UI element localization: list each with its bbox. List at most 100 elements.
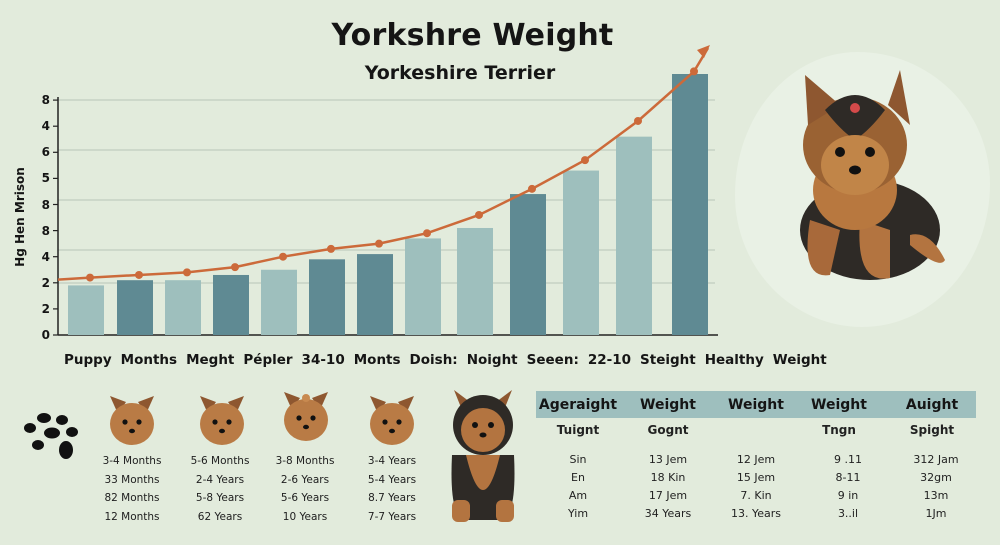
trend-point [86, 273, 94, 282]
y-tick-label: 5 [41, 171, 50, 186]
table-cell: 12 Jem [736, 453, 776, 466]
trend-point [690, 67, 698, 76]
age-caption: 2-4 Years [195, 473, 245, 486]
x-tick-label: Seeen: [526, 352, 579, 368]
bar [563, 170, 599, 335]
x-tick-label: Pépler [243, 352, 293, 368]
chart-title: Yorkshre Weight [331, 18, 614, 53]
table-cell: 1Jm [925, 507, 947, 520]
plot-area [53, 45, 718, 336]
table-cell: 7. Kin [740, 489, 772, 502]
table-cell: 13. Years [730, 507, 781, 520]
y-tick-label: 2 [41, 275, 50, 290]
x-tick-label: Healthy [704, 352, 764, 368]
table-cell: Yim [567, 507, 589, 520]
trend-point [528, 184, 536, 193]
age-caption-column: 3-4 Months 33 Months 82 Months 12 Months [96, 452, 168, 526]
table-cell: 17 Jem [648, 489, 688, 502]
bar [405, 238, 441, 335]
table-cell: 34 Years [644, 507, 692, 520]
age-caption: 5-6 Months [190, 455, 250, 467]
x-tick-label: Doish: [409, 352, 458, 368]
y-tick-label: 0 [41, 328, 50, 342]
y-tick-label: 4 [41, 119, 50, 134]
age-caption: 5-8 Years [195, 492, 245, 504]
age-caption: 62 Years [197, 510, 243, 523]
yorkie-puppy-illustration [800, 70, 945, 280]
table-header-cell: Weight [728, 396, 784, 413]
table-subheader-cell: Tuignt [556, 423, 600, 437]
y-tick-label: 8 [41, 197, 50, 212]
age-caption: 3-8 Months [275, 455, 335, 467]
weight-table: Ageraight Weight Weight Weight Auight Tuignt… [536, 391, 976, 520]
x-tick-label: 22-10 [587, 352, 632, 368]
age-caption: 2-6 Years [280, 473, 330, 486]
table-cell: En [571, 471, 585, 484]
age-caption: 8.7 Years [368, 492, 416, 504]
table-cell: 18 Kin [650, 471, 686, 484]
y-tick-label: 8 [41, 93, 50, 108]
age-caption: 5-4 Years [367, 473, 417, 486]
age-caption: 10 Years [282, 510, 328, 523]
yorkie-puppy-head-icon [110, 396, 154, 445]
table-cell: 9 in [837, 489, 859, 502]
yorkie-young-head-icon [200, 396, 244, 445]
x-tick-label: Months [120, 352, 178, 368]
y-tick-label: 8 [41, 223, 50, 238]
age-caption: 3-4 Years [367, 455, 417, 467]
table-cell: 32gm [920, 471, 952, 484]
table-cell: Am [568, 489, 588, 502]
trend-point [634, 116, 642, 125]
yorkie-adult-head-icon [370, 396, 414, 445]
x-tick-label: Monts [353, 352, 401, 368]
bar [672, 74, 708, 335]
x-tick-label: Meght [186, 352, 235, 368]
x-axis-labels: Puppy Months Meght Pépler 34-10 Monts Doish: No… [64, 352, 836, 368]
chart-subtitle: Yorkeshire Terrier [364, 62, 556, 84]
table-cell: 15 Jem [736, 471, 776, 484]
paw-print-icon [24, 413, 78, 459]
bar [68, 285, 104, 335]
age-caption: 33 Months [104, 473, 160, 486]
table-cell: 13m [923, 489, 949, 502]
bar [261, 269, 297, 335]
trend-point [475, 210, 483, 219]
y-tick-label: 2 [41, 301, 50, 316]
table-cell: 3..il [837, 507, 859, 520]
x-tick-label: Weight [772, 352, 827, 368]
table-cell: 8-11 [835, 471, 861, 484]
table-header-row: Ageraight Weight Weight Weight Auight [536, 391, 976, 418]
table-header-cell: Ageraight [538, 396, 618, 413]
age-caption: 5-6 Years [280, 492, 330, 504]
bar [357, 254, 393, 335]
x-tick-label: 34-10 [301, 352, 345, 368]
age-caption: 82 Months [104, 492, 160, 504]
x-tick-label: Noight [466, 352, 518, 368]
trend-point [375, 239, 383, 248]
age-caption-column: 3-8 Months 2-6 Years 5-6 Years 10 Years [269, 452, 341, 526]
age-caption-column: 3-4 Years 5-4 Years 8.7 Years 7-7 Years [356, 452, 428, 526]
table-cell: 9 .11 [834, 453, 862, 466]
age-caption: 3-4 Months [102, 455, 162, 467]
bar [165, 280, 201, 335]
x-tick-label: Steight [640, 352, 696, 368]
table-cell: 13 Jem [648, 453, 688, 466]
bar [457, 227, 493, 335]
x-tick-label: Puppy [64, 352, 112, 368]
age-caption: 12 Months [104, 510, 160, 523]
bar [309, 259, 345, 335]
y-tick-label: 4 [41, 249, 50, 264]
yorkie-bow-head-icon [284, 392, 328, 441]
yorkie-standing-illustration [451, 390, 515, 522]
bar [117, 280, 153, 335]
trend-point [327, 244, 335, 253]
trend-point [423, 229, 431, 238]
table-subheader-cell: Spight [909, 423, 955, 437]
age-caption: 7-7 Years [367, 510, 417, 523]
table-header-cell: Auight [905, 396, 959, 413]
bar [213, 274, 249, 335]
table-cell: 312 Jam [913, 453, 959, 466]
table-subheader-cell: Gognt [647, 423, 689, 437]
age-caption-column: 5-6 Months 2-4 Years 5-8 Years 62 Years [184, 452, 256, 526]
bar [510, 194, 546, 335]
